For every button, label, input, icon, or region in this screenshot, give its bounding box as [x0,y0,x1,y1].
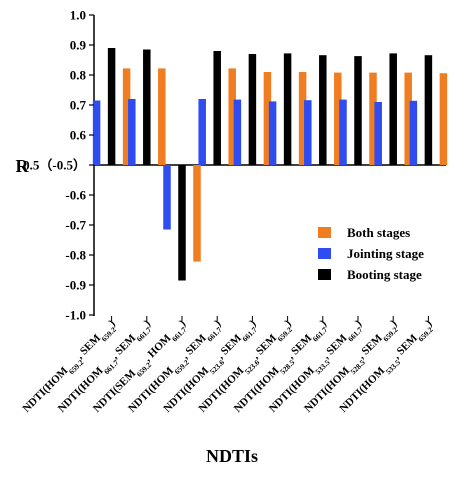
x-category-labels: NDTI(HOM659.2, SEM659.2)NDTI(HOM661.7, S… [21,317,435,414]
bar-jointing-stage [128,99,136,165]
y-tick-label: 0.6 [70,128,87,143]
bars-layer [92,48,448,281]
bar-both-stages [298,72,307,165]
legend-swatch [318,248,331,259]
bar-both-stages [158,68,166,165]
bar-both-stages [193,165,201,262]
y-axis-title: R [16,156,30,176]
bar-both-stages [263,72,272,165]
bar-both-stages [122,68,131,165]
bar-jointing-stage [374,102,382,165]
bar-both-stages [369,72,377,165]
y-tick-label: -0.7 [65,218,86,233]
y-tick-label: -0.9 [65,278,86,293]
bar-jointing-stage [233,99,242,165]
legend-swatch [318,227,331,238]
x-axis-title: NDTIs [206,446,258,466]
y-ticks-layer: 1.0 0.9 0.8 0.7 0.6 0.5（-0.5） -0.6 -0.7 -0.8 -0.9… [23,8,94,323]
bar-booting-stage [213,51,221,165]
bar-jointing-stage [304,100,312,165]
y-tick-label: -0.8 [65,248,86,263]
bar-booting-stage [143,49,151,165]
bar-jointing-stage [339,99,347,165]
bar-booting-stage [389,53,397,165]
bar-booting-stage [178,165,186,281]
y-tick-label: 0.9 [70,38,87,53]
y-tick-label: -0.6 [65,188,86,203]
bar-both-stages [404,72,412,165]
legend-label: Booting stage [347,267,422,282]
bar-booting-stage [107,48,116,165]
legend-label: Both stages [347,225,410,240]
bar-booting-stage [319,55,327,166]
bar-both-stages [439,73,448,165]
y-tick-label: 0.5（-0.5） [23,158,86,173]
y-tick-label: 0.8 [70,68,87,83]
bar-jointing-stage [163,165,171,230]
bar-both-stages [228,68,236,165]
bar-jointing-stage [198,99,206,165]
bar-booting-stage [424,55,433,166]
bar-jointing-stage [268,101,277,165]
legend-swatch [318,269,331,280]
bar-jointing-stage [92,100,101,165]
y-tick-label: 0.7 [70,98,87,113]
bar-jointing-stage [409,100,418,165]
bar-booting-stage [248,54,257,165]
legend-label: Jointing stage [347,246,424,261]
y-tick-label: 1.0 [70,8,86,23]
y-tick-label: -1.0 [65,308,86,323]
bar-both-stages [334,72,342,165]
bar-booting-stage [283,53,292,165]
legend: Both stages Jointing stage Booting stage [318,225,424,282]
bar-booting-stage [354,56,362,165]
